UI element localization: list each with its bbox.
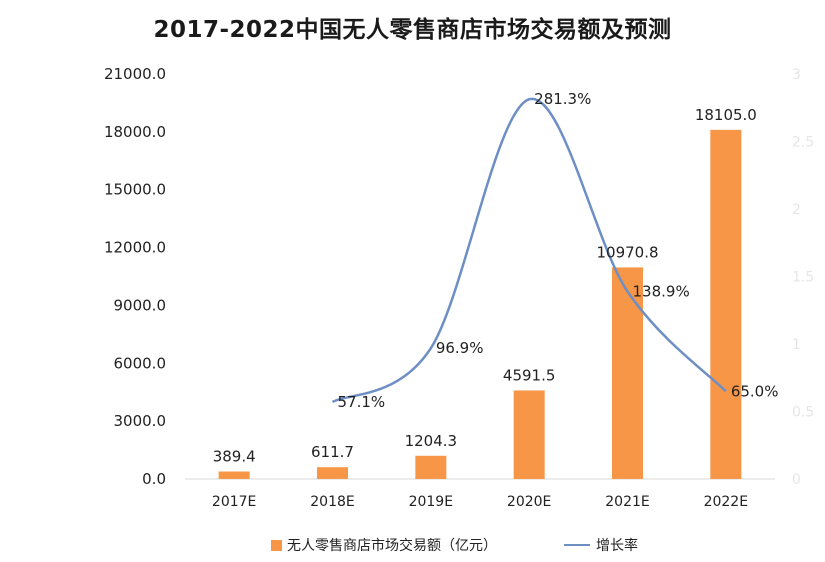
growth-rate-line bbox=[331, 97, 727, 404]
y2-tick-label: 0 bbox=[792, 472, 801, 488]
legend-item-line[interactable]: 增长率 bbox=[564, 534, 638, 556]
legend: 无人零售商店市场交易额（亿元） 增长率 bbox=[0, 534, 825, 556]
y2-tick-label: 2.5 bbox=[792, 135, 814, 151]
growth-rate-label: 281.3% bbox=[534, 90, 591, 108]
y-tick-label: 12000.0 bbox=[104, 239, 166, 257]
y-tick-label: 9000.0 bbox=[114, 296, 167, 314]
x-axis-ticks: 2017E 2018E 2019E 2020E 2021E 2022E bbox=[212, 494, 748, 510]
bar-series bbox=[218, 129, 742, 479]
legend-label-bar: 无人零售商店市场交易额（亿元） bbox=[287, 538, 497, 554]
bar-value-label: 389.4 bbox=[213, 447, 256, 465]
bar-value-label: 10970.8 bbox=[596, 243, 658, 261]
growth-rate-label: 65.0% bbox=[731, 382, 779, 400]
bar-value-label: 611.7 bbox=[311, 443, 354, 461]
bar-value-label: 1204.3 bbox=[405, 432, 458, 450]
y2-tick-label: 2 bbox=[792, 202, 801, 218]
legend-label-line: 增长率 bbox=[596, 538, 638, 554]
y-tick-label: 15000.0 bbox=[104, 181, 166, 199]
bar bbox=[710, 129, 742, 479]
bar bbox=[218, 471, 250, 479]
growth-rate-label: 96.9% bbox=[436, 339, 484, 357]
legend-item-bar[interactable]: 无人零售商店市场交易额（亿元） bbox=[271, 534, 497, 556]
y2-tick-label: 3 bbox=[792, 67, 801, 83]
bar-value-label: 18105.0 bbox=[695, 106, 757, 124]
bar bbox=[612, 267, 643, 479]
x-tick-label: 2017E bbox=[212, 494, 256, 510]
secondary-y-axis-ticks: 0 0.5 1 1.5 2 2.5 3 bbox=[792, 67, 814, 488]
y2-tick-label: 1 bbox=[792, 337, 801, 353]
y-tick-label: 18000.0 bbox=[104, 123, 166, 141]
x-tick-label: 2021E bbox=[605, 494, 649, 510]
legend-bar-swatch bbox=[271, 539, 282, 551]
bar bbox=[513, 390, 545, 479]
y-tick-label: 0.0 bbox=[142, 470, 166, 488]
x-tick-label: 2022E bbox=[704, 494, 748, 510]
bar bbox=[415, 455, 447, 479]
y2-tick-label: 1.5 bbox=[792, 270, 814, 286]
data-labels: 389.4 611.7 1204.3 4591.5 10970.8 18105.0 57.1… bbox=[213, 90, 779, 465]
y2-tick-label: 0.5 bbox=[792, 405, 814, 421]
y-axis-ticks: 0.0 3000.0 6000.0 9000.0 12000.0 15000.0 18000… bbox=[104, 65, 166, 488]
x-tick-label: 2018E bbox=[310, 494, 354, 510]
y-tick-label: 21000.0 bbox=[104, 65, 166, 83]
growth-rate-label: 57.1% bbox=[338, 393, 386, 411]
chart-title: 2017-2022中国无人零售商店市场交易额及预测 bbox=[153, 17, 672, 43]
legend-line-swatch bbox=[564, 544, 590, 546]
x-tick-label: 2019E bbox=[409, 494, 453, 510]
y-tick-label: 3000.0 bbox=[114, 412, 167, 430]
x-tick-label: 2020E bbox=[507, 494, 551, 510]
growth-rate-label: 138.9% bbox=[633, 282, 690, 300]
bar-value-label: 4591.5 bbox=[503, 366, 556, 384]
bar bbox=[317, 467, 348, 479]
y-tick-label: 6000.0 bbox=[114, 354, 167, 372]
